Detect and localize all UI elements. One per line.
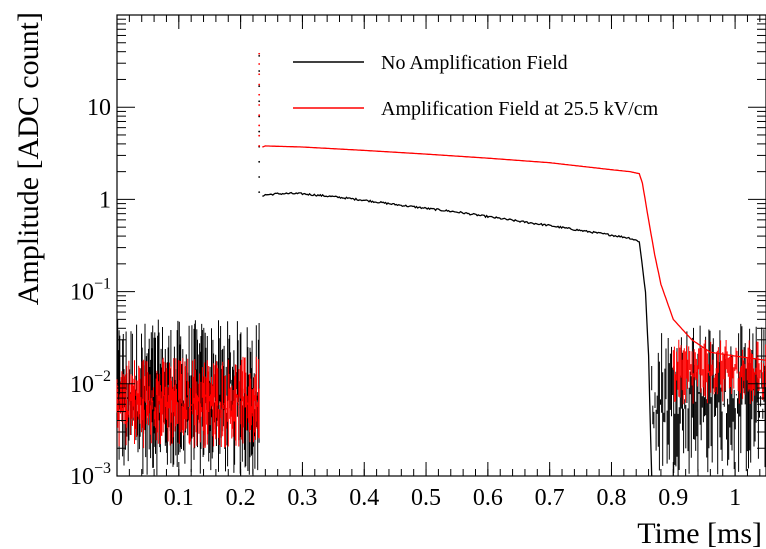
y-tick-label: 10−2	[70, 368, 111, 398]
y-axis-label: Amplitude [ADC count]	[12, 12, 45, 305]
x-tick-label: 0.9	[658, 485, 688, 511]
x-tick-label: 0.2	[226, 485, 256, 511]
x-tick-label: 0.6	[473, 485, 503, 511]
series-1-tail-noise	[672, 339, 766, 405]
series-1-spike-point	[258, 73, 261, 76]
series-0-spike-point	[258, 191, 261, 193]
series-0-spike-point	[258, 70, 261, 72]
series-1-pre-noise	[116, 356, 260, 449]
x-tick-label: 0.7	[535, 485, 565, 511]
plot-frame-box	[116, 14, 766, 477]
x-tick-label: 0	[111, 485, 123, 511]
series-0-tail-noise	[651, 323, 766, 476]
y-tick-label: 10−1	[70, 276, 111, 306]
series-1-trace	[262, 145, 766, 361]
x-tick-label: 1	[729, 485, 741, 511]
series-0-spike-point	[258, 130, 261, 133]
axes: 0 0.1 0.2 0.3 0.4 0.5 0.6 0.7 0.8 0.9 1 10−3 10−2 10−…	[70, 15, 766, 511]
y-tick-label: 10−3	[70, 460, 111, 490]
series-1-spike-point	[258, 63, 261, 65]
y-tick-label: 1	[99, 187, 111, 213]
series-1-spike-point	[258, 83, 261, 86]
x-tick-label: 0.8	[596, 485, 626, 511]
series-1-spike-point	[258, 124, 261, 127]
series-0-spike-point	[258, 85, 261, 88]
series-1-spike-point	[258, 114, 261, 117]
series-1-spike-point	[258, 93, 261, 96]
plot-frame	[116, 14, 766, 477]
series-0-spike-point	[258, 55, 261, 57]
x-tick-label: 0.4	[349, 485, 379, 511]
series-1-spike-point	[258, 52, 261, 55]
series-0-spike-point	[258, 100, 261, 103]
series-0-trace	[262, 191, 653, 477]
series-0-spike-point	[258, 160, 261, 163]
y-tick-label: 10	[87, 95, 111, 121]
series-1-spike-point	[258, 134, 261, 137]
x-tick-label: 0.1	[164, 485, 194, 511]
series-layer	[116, 52, 766, 477]
legend-label-1: Amplification Field at 25.5 kV/cm	[381, 98, 659, 120]
series-1	[116, 52, 766, 449]
series-1-spike-point	[258, 104, 261, 106]
legend-label-0: No Amplification Field	[381, 52, 568, 74]
x-tick-label: 0.3	[287, 485, 317, 511]
legend: No Amplification Field Amplification Fiel…	[293, 52, 659, 120]
x-axis-label: Time [ms]	[637, 517, 762, 549]
x-tick-label: 0.5	[411, 485, 441, 511]
series-0-spike-point	[258, 176, 261, 178]
series-1-spike-point	[258, 145, 261, 147]
